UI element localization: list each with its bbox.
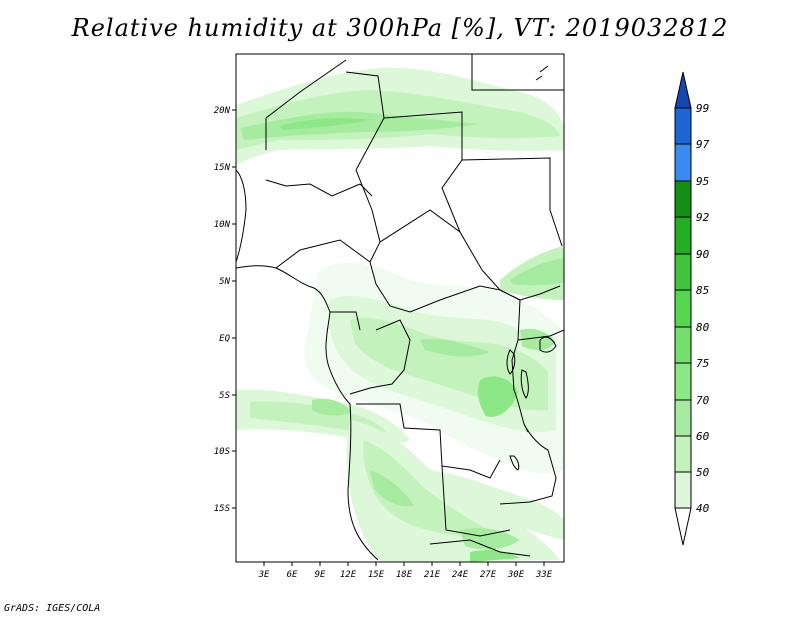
colorbar-segment (674, 362, 692, 401)
lon-axis: 3E 6E 9E 12E 15E 18E 21E 24E 27E 30E 33E (258, 562, 553, 580)
colorbar-segment (674, 435, 692, 473)
colorbar-bottom-arrow (674, 507, 692, 546)
colorbar-label: 40 (696, 502, 710, 515)
lat-tick-label: 20N (214, 106, 231, 116)
map-title: Relative humidity at 300hPa [%], VT: 201… (71, 14, 729, 42)
lon-tick-label: 27E (480, 570, 497, 580)
colorbar-segment (674, 107, 692, 145)
lat-tick-label: 15S (214, 504, 231, 514)
lon-tick-label: 18E (396, 570, 413, 580)
lon-tick-label: 3E (258, 570, 270, 580)
coastline-west (236, 265, 379, 561)
colorbar-label: 80 (696, 321, 710, 334)
colorbar-segment (674, 180, 692, 218)
colorbar: 99 97 95 92 90 85 80 75 70 60 50 40 (674, 71, 710, 546)
colorbar-label: 92 (696, 211, 710, 224)
lat-tick-label: 5N (219, 277, 230, 287)
lat-tick-label: 15N (214, 163, 231, 173)
colorbar-label: 70 (696, 394, 710, 407)
colorbar-label: 97 (696, 138, 710, 151)
lat-axis: 20N 15N 10N 5N EQ 5S 10S 15S (214, 106, 236, 514)
lon-tick-label: 24E (452, 570, 469, 580)
colorbar-label: 50 (696, 466, 710, 479)
colorbar-segment (674, 471, 692, 509)
grads-credit: GrADS: IGES/COLA (4, 603, 101, 614)
lat-tick-label: 5S (219, 391, 230, 401)
colorbar-segment (674, 143, 692, 182)
lon-tick-label: 9E (315, 570, 326, 580)
colorbar-label: 75 (696, 357, 709, 370)
lat-tick-label: 10S (214, 447, 231, 457)
colorbar-label: 85 (696, 284, 709, 297)
lat-tick-label: 10N (214, 220, 231, 230)
colorbar-label: 95 (696, 175, 709, 188)
colorbar-segment (674, 253, 692, 291)
colorbar-segment (674, 216, 692, 255)
colorbar-label: 99 (696, 102, 709, 115)
colorbar-segment (674, 399, 692, 437)
colorbar-segment (674, 326, 692, 364)
country-borders (236, 54, 564, 561)
lon-tick-label: 15E (368, 570, 385, 580)
colorbar-label: 90 (696, 248, 710, 261)
colorbar-top-arrow (674, 71, 692, 109)
lon-tick-label: 30E (507, 570, 525, 580)
lon-tick-label: 21E (424, 570, 441, 580)
humidity-shading (236, 67, 564, 562)
colorbar-segment (674, 289, 692, 328)
lat-tick-label: EQ (219, 334, 230, 344)
lon-tick-label: 6E (287, 570, 298, 580)
map-frame (235, 53, 565, 563)
colorbar-label: 60 (696, 430, 710, 443)
lon-tick-label: 33E (535, 570, 553, 580)
lon-tick-label: 12E (340, 570, 357, 580)
